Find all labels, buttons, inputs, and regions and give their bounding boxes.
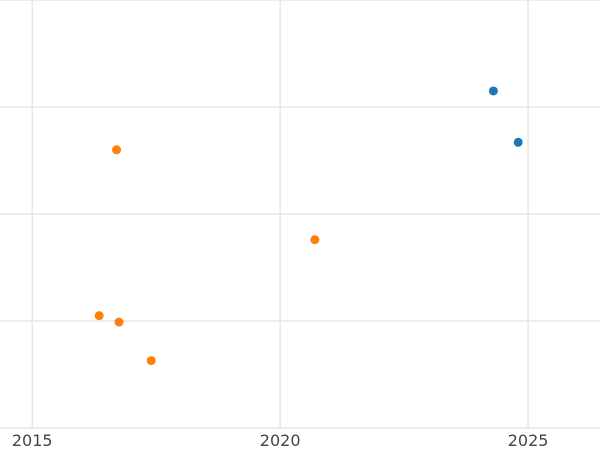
data-point-series-2-4 — [114, 317, 124, 327]
data-point-series-1-2 — [513, 137, 523, 147]
data-point-series-2-3 — [94, 311, 104, 321]
x-tick-label-2015: 2015 — [12, 431, 53, 450]
data-point-series-2-2 — [310, 235, 320, 245]
data-point-series-1-1 — [488, 86, 498, 96]
horizontal-gridlines — [0, 0, 600, 429]
x-axis-tick-labels: 2015 2020 2025 — [12, 431, 549, 450]
data-point-series-2-1 — [112, 145, 122, 155]
x-tick-label-2020: 2020 — [260, 431, 301, 450]
x-tick-label-2025: 2025 — [508, 431, 549, 450]
data-point-series-2-5 — [146, 356, 156, 366]
data-points — [94, 86, 523, 366]
